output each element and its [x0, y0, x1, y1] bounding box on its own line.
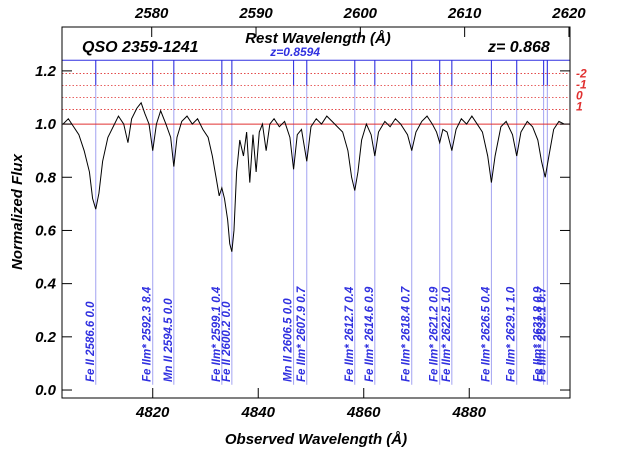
chart-title: QSO 2359-1241 — [82, 39, 199, 56]
x2-tick-label: 2610 — [447, 5, 482, 22]
x2-tick-label: 2600 — [343, 5, 378, 22]
x-tick-label: 4820 — [135, 404, 170, 421]
marker-label: -1 — [576, 78, 587, 92]
redshift-label: z= 0.868 — [487, 39, 550, 56]
line-id-label: Fe IIm* 2612.7 0.4 — [344, 286, 356, 382]
line-id-label: Fe II 2586.6 0.0 — [85, 301, 97, 382]
line-id-label: Fe IIm* 2631.8 0.9 — [533, 286, 545, 382]
line-id-label: Fe IIm* 2618.4 0.7 — [401, 286, 413, 382]
y-tick-label: 0.2 — [35, 329, 57, 346]
x2-tick-label: 2580 — [134, 5, 169, 22]
marker-label: 1 — [576, 99, 583, 113]
line-id-label: Fe IIm* 2599.1 0.4 — [211, 286, 223, 382]
line-id-label: Fe IIm* 2622.5 1.0 — [441, 286, 453, 382]
y-axis-label: Normalized Flux — [9, 153, 26, 270]
x2-tick-label: 2590 — [238, 5, 273, 22]
y-tick-label: 0.6 — [35, 222, 57, 239]
x2-axis-label: Rest Wavelength (Å) — [245, 30, 391, 47]
x-axis-label: Observed Wavelength (Å) — [225, 431, 407, 448]
line-id-label: Fe IIm* 2626.5 0.4 — [480, 286, 492, 382]
line-id-label: Fe II 2600.2 0.0 — [221, 301, 233, 382]
y-tick-label: 1.2 — [35, 63, 57, 80]
line-id-label: Mn II 2606.5 0.0 — [283, 298, 295, 382]
y-tick-label: 0.8 — [35, 169, 57, 186]
spectrum — [62, 101, 565, 252]
line-id-label: Fe IIm* 2592.3 8.4 — [142, 286, 154, 382]
line-id-label: Fe IIm* 2632.1 0.7 — [536, 286, 548, 382]
y-tick-label: 1.0 — [35, 116, 57, 133]
y-tick-label: 0.4 — [35, 276, 57, 293]
marker-label: -2 — [576, 67, 587, 81]
line-id-label: Fe IIm* 2607.9 0.7 — [296, 286, 308, 382]
plot-frame — [61, 26, 571, 399]
y-tick-label: 0.0 — [35, 382, 57, 399]
x-tick-label: 4880 — [452, 404, 487, 421]
x2-tick-label: 2620 — [551, 5, 586, 22]
z-label: z=0.8594 — [269, 45, 320, 59]
line-id-label: Fe IIm* 2614.6 0.9 — [364, 286, 376, 382]
line-id-label: Mn II 2594.5 0.0 — [163, 298, 175, 382]
line-id-label: Fe IIm* 2621.2 0.9 — [429, 286, 441, 382]
line-id-label: Fe IIm* 2629.1 1.0 — [506, 286, 518, 382]
x-tick-label: 4860 — [346, 404, 381, 421]
marker-label: 0 — [576, 88, 583, 102]
x-tick-label: 4840 — [241, 404, 276, 421]
